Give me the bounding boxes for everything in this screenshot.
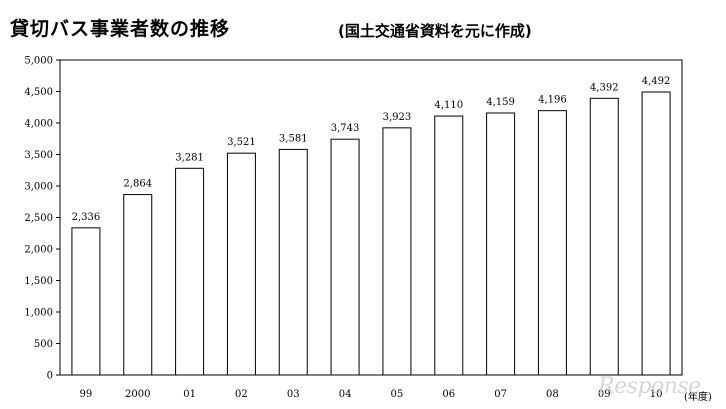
x-tick-label: 01 [183, 389, 196, 400]
x-tick-label: 03 [287, 389, 300, 400]
data-label-07: 4,159 [486, 97, 515, 108]
data-label-09: 4,392 [590, 82, 619, 93]
y-tick-label: 5,000 [24, 56, 53, 67]
y-tick-label: 500 [34, 339, 53, 350]
bar-08 [537, 110, 567, 376]
bar-10 [641, 91, 671, 376]
x-axis: 99 2000 01 02 03 04 05 06 07 08 09 10 [80, 389, 663, 400]
y-tick-label: 0 [47, 371, 53, 382]
chart-title: 貸切バス事業者数の推移 [10, 18, 231, 40]
data-label-08: 4,196 [538, 95, 567, 106]
x-tick-label: 05 [391, 389, 404, 400]
bar-07 [486, 112, 516, 376]
data-label-02: 3,521 [227, 137, 256, 148]
x-tick-label: 07 [494, 389, 507, 400]
x-tick-label: 06 [442, 389, 455, 400]
chart-subtitle: (国土交通省資料を元に作成) [338, 22, 532, 40]
x-tick-label: 2000 [125, 389, 150, 400]
y-tick-label: 1,500 [24, 276, 53, 287]
bar-series [71, 91, 671, 376]
y-axis: 0 500 1,000 1,500 2,000 2,500 3,000 3,500 4,000 4… [24, 56, 60, 382]
x-tick-label: 04 [339, 389, 352, 400]
data-label-10: 4,492 [642, 76, 671, 87]
data-label-03: 3,581 [279, 133, 308, 144]
bar-05 [382, 127, 412, 376]
bar-99 [71, 227, 101, 376]
data-label-99: 2,336 [72, 212, 101, 223]
data-label-04: 3,743 [331, 123, 360, 134]
x-tick-label: 09 [598, 389, 611, 400]
bar-2000 [123, 194, 153, 376]
bar-03 [278, 148, 308, 376]
y-tick-label: 4,500 [24, 87, 53, 98]
bar-01 [175, 167, 205, 376]
data-label-06: 4,110 [434, 100, 463, 111]
x-tick-label: 08 [546, 389, 559, 400]
x-tick-label: 10 [650, 389, 663, 400]
bar-02 [226, 152, 256, 376]
y-tick-label: 1,000 [24, 308, 53, 319]
response-watermark: Response [598, 374, 701, 399]
bar-09 [589, 97, 619, 376]
data-label-01: 3,281 [175, 152, 204, 163]
bar-04 [330, 138, 360, 376]
data-label-05: 3,923 [383, 112, 412, 123]
data-label-2000: 2,864 [123, 179, 152, 190]
y-tick-label: 4,000 [24, 119, 53, 130]
y-tick-label: 3,500 [24, 150, 53, 161]
y-tick-label: 3,000 [24, 182, 53, 193]
x-tick-label: 99 [80, 389, 93, 400]
y-tick-label: 2,000 [24, 245, 53, 256]
data-labels: 2,336 2,864 3,281 3,521 3,581 3,743 3,923 4,110… [72, 76, 671, 223]
plot-area [59, 59, 683, 376]
bar-06 [434, 115, 464, 376]
x-axis-unit-label: (年度) [684, 390, 712, 403]
x-tick-label: 02 [235, 389, 248, 400]
y-tick-label: 2,500 [24, 213, 53, 224]
